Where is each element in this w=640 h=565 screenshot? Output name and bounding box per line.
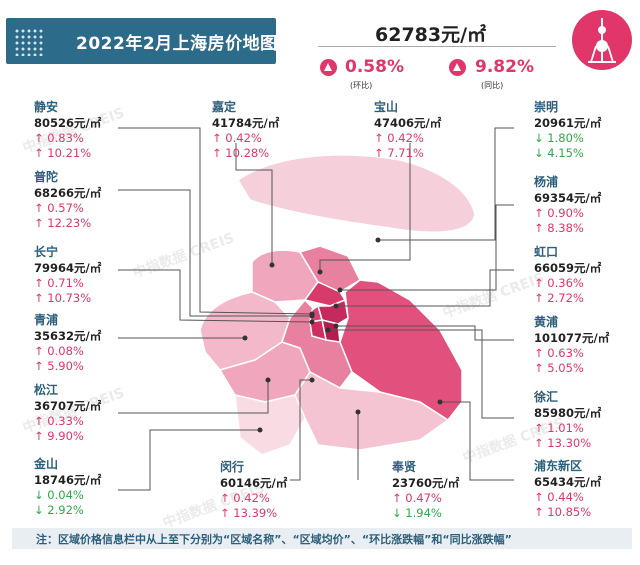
district-card-minhang: 闵行 60146元/㎡ ↑ 0.42% ↑ 13.39% [220,458,287,521]
district-card-putuo: 普陀 68266元/㎡ ↑ 0.57% ↑ 12.23% [34,168,101,231]
district-name: 徐汇 [534,390,559,404]
district-price: 80526元/㎡ [34,116,102,130]
district-name: 崇明 [534,100,559,114]
district-name: 长宁 [34,245,59,259]
district-price: 20961元/㎡ [534,116,602,130]
district-mom: ↑ 0.90% [534,206,584,220]
district-price: 69354元/㎡ [534,191,602,205]
district-mom: ↑ 0.71% [34,276,84,290]
mom-change: 0.58% [345,57,404,77]
up-triangle-icon [449,59,466,76]
district-yoy: ↓ 4.15% [534,146,584,160]
district-name: 闵行 [220,460,245,474]
district-price: 18746元/㎡ [34,473,102,487]
district-name: 嘉定 [212,100,237,114]
city-average-price: 62783元/㎡ [375,24,487,46]
district-card-yangpu: 杨浦 69354元/㎡ ↑ 0.90% ↑ 8.38% [534,173,601,236]
district-name: 静安 [34,100,59,114]
district-mom: ↑ 0.42% [374,131,424,145]
district-mom: ↑ 0.36% [534,276,584,290]
district-mom: ↑ 0.42% [220,491,270,505]
district-yoy: ↓ 1.94% [392,506,442,520]
district-card-baoshan: 宝山 47406元/㎡ ↑ 0.42% ↑ 7.71% [374,98,441,161]
district-yoy: ↑ 10.21% [34,146,92,160]
district-price: 47406元/㎡ [374,116,442,130]
page-title: 2022年2月上海房价地图 [76,34,278,54]
district-price: 66059元/㎡ [534,261,602,275]
district-name: 黄浦 [534,315,559,329]
district-yoy: ↑ 5.90% [34,359,84,373]
district-mom: ↑ 0.33% [34,414,84,428]
district-name: 浦东新区 [534,459,583,473]
district-price: 101077元/㎡ [534,331,610,345]
yoy-change: 9.82% [475,57,534,77]
header-divider [318,46,556,47]
district-mom: ↓ 1.80% [534,131,584,145]
district-card-huangpu: 黄浦 101077元/㎡ ↑ 0.63% ↑ 5.05% [534,313,609,376]
district-card-qingpu: 青浦 35632元/㎡ ↑ 0.08% ↑ 5.90% [34,311,101,374]
footnote-bar [12,528,632,549]
district-mom: ↑ 0.42% [212,131,262,145]
district-name: 宝山 [374,100,399,114]
district-card-chongming: 崇明 20961元/㎡ ↓ 1.80% ↓ 4.15% [534,98,601,161]
district-price: 36707元/㎡ [34,399,102,413]
district-yoy: ↑ 10.28% [212,146,270,160]
district-price: 68266元/㎡ [34,186,102,200]
district-mom: ↑ 0.44% [534,490,584,504]
district-yoy: ↑ 5.05% [534,361,584,375]
district-mom: ↑ 0.08% [34,344,84,358]
district-name: 普陀 [34,170,59,184]
district-yoy: ↑ 10.85% [534,505,592,519]
district-price: 23760元/㎡ [392,476,460,490]
yoy-caption: (同比) [481,81,504,90]
dot-grid-icon [14,28,44,56]
district-card-jingan: 静安 80526元/㎡ ↑ 0.83% ↑ 10.21% [34,98,101,161]
district-yoy: ↑ 12.23% [34,216,92,230]
district-mom: ↑ 0.63% [534,346,584,360]
title-banner [6,18,276,64]
district-name: 杨浦 [534,175,559,189]
district-mom: ↓ 0.04% [34,488,84,502]
district-card-jiading: 嘉定 41784元/㎡ ↑ 0.42% ↑ 10.28% [212,98,279,161]
district-mom: ↑ 0.47% [392,491,442,505]
district-price: 35632元/㎡ [34,329,102,343]
district-card-jinshan: 金山 18746元/㎡ ↓ 0.04% ↓ 2.92% [34,455,101,518]
district-yoy: ↑ 7.71% [374,146,424,160]
district-price: 60146元/㎡ [220,476,288,490]
district-name: 松江 [34,383,59,397]
district-yoy: ↑ 10.73% [34,291,92,305]
district-mom: ↑ 0.57% [34,201,84,215]
district-yoy: ↓ 2.92% [34,503,84,517]
district-yoy: ↑ 8.38% [534,221,584,235]
district-yoy: ↑ 2.72% [534,291,584,305]
mom-caption: (环比) [350,81,373,90]
district-card-songjiang: 松江 36707元/㎡ ↑ 0.33% ↑ 9.90% [34,381,101,444]
up-triangle-icon [320,59,337,76]
district-price: 41784元/㎡ [212,116,280,130]
oriental-pearl-tower-icon [572,10,632,70]
footnote-text: 注：区域价格信息栏中从上至下分别为“区域名称”、“区域均价”、“环比涨跌幅”和“… [36,533,512,546]
district-name: 金山 [34,457,59,471]
district-yoy: ↑ 13.39% [220,506,278,520]
district-card-fengxian: 奉贤 23760元/㎡ ↑ 0.47% ↓ 1.94% [392,458,459,521]
district-name: 青浦 [34,313,59,327]
district-name: 奉贤 [392,460,417,474]
district-name: 虹口 [534,245,559,259]
district-price: 65434元/㎡ [534,475,602,489]
district-card-xuhui: 徐汇 85980元/㎡ ↑ 1.01% ↑ 13.30% [534,388,601,451]
district-mom: ↑ 1.01% [534,421,584,435]
district-yoy: ↑ 9.90% [34,429,84,443]
district-price: 79964元/㎡ [34,261,102,275]
district-mom: ↑ 0.83% [34,131,84,145]
district-price: 85980元/㎡ [534,406,602,420]
district-card-changning: 长宁 79964元/㎡ ↑ 0.71% ↑ 10.73% [34,243,101,306]
district-yoy: ↑ 13.30% [534,436,592,450]
district-card-pudong: 浦东新区 65434元/㎡ ↑ 0.44% ↑ 10.85% [534,457,601,520]
district-card-hongkou: 虹口 66059元/㎡ ↑ 0.36% ↑ 2.72% [534,243,601,306]
